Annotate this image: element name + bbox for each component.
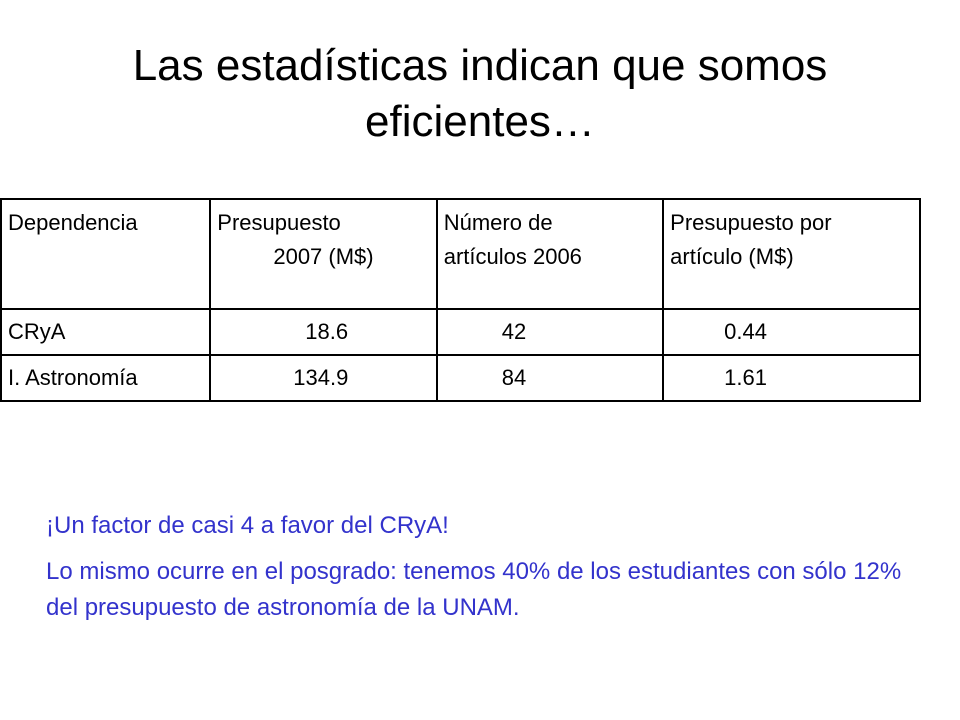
table-header-row: Dependencia Presupuesto 2007 (M$) Número… xyxy=(0,198,921,310)
slide-title-line-1: Las estadísticas indican que somos xyxy=(132,41,828,90)
cell-articulos: 42 xyxy=(435,308,665,356)
cell-articulos-value: 42 xyxy=(501,319,527,344)
slide-title: Las estadísticas indican que somos efici… xyxy=(60,38,900,150)
cell-ppa-value: 1.61 xyxy=(724,365,767,390)
header-articulos: Número de artículos 2006 xyxy=(435,198,665,310)
cell-presupuesto-por-articulo: 0.44 xyxy=(662,308,921,356)
notes-block: ¡Un factor de casi 4 a favor del CRyA! L… xyxy=(46,508,906,626)
cell-presupuesto-value: 134.9 xyxy=(293,365,349,390)
header-articulos-line-2: artículos 2006 xyxy=(443,244,582,269)
header-dependencia: Dependencia xyxy=(0,198,212,310)
table-row: I. Astronomía 134.9 84 1.61 xyxy=(0,354,921,402)
cell-ppa-value: 0.44 xyxy=(724,319,767,344)
cell-presupuesto-value: 18.6 xyxy=(305,319,349,344)
header-presupuesto-line-2: 2007 (M$) xyxy=(273,244,374,269)
budget-table: Dependencia Presupuesto 2007 (M$) Número… xyxy=(0,198,921,402)
cell-dependencia: I. Astronomía xyxy=(0,354,212,402)
cell-presupuesto: 18.6 xyxy=(209,308,438,356)
cell-presupuesto: 134.9 xyxy=(209,354,438,402)
header-presupuesto-por-articulo: Presupuesto por artículo (M$) xyxy=(662,198,921,310)
note-factor: ¡Un factor de casi 4 a favor del CRyA! xyxy=(46,512,449,539)
header-articulos-line-1: Número de xyxy=(443,210,553,235)
cell-presupuesto-por-articulo: 1.61 xyxy=(662,354,921,402)
header-ppa-line-2: artículo (M$) xyxy=(670,244,794,269)
slide-title-line-2: eficientes… xyxy=(365,97,595,146)
cell-articulos-value: 84 xyxy=(501,365,527,390)
header-dependencia-label: Dependencia xyxy=(8,210,138,235)
header-ppa-line-1: Presupuesto por xyxy=(670,210,832,235)
table-row: CRyA 18.6 42 0.44 xyxy=(0,308,921,356)
header-presupuesto-line-1: Presupuesto xyxy=(217,210,341,235)
header-presupuesto: Presupuesto 2007 (M$) xyxy=(209,198,438,310)
cell-articulos: 84 xyxy=(435,354,665,402)
note-posgrado: Lo mismo ocurre en el posgrado: tenemos … xyxy=(46,558,902,621)
cell-dependencia: CRyA xyxy=(0,308,212,356)
